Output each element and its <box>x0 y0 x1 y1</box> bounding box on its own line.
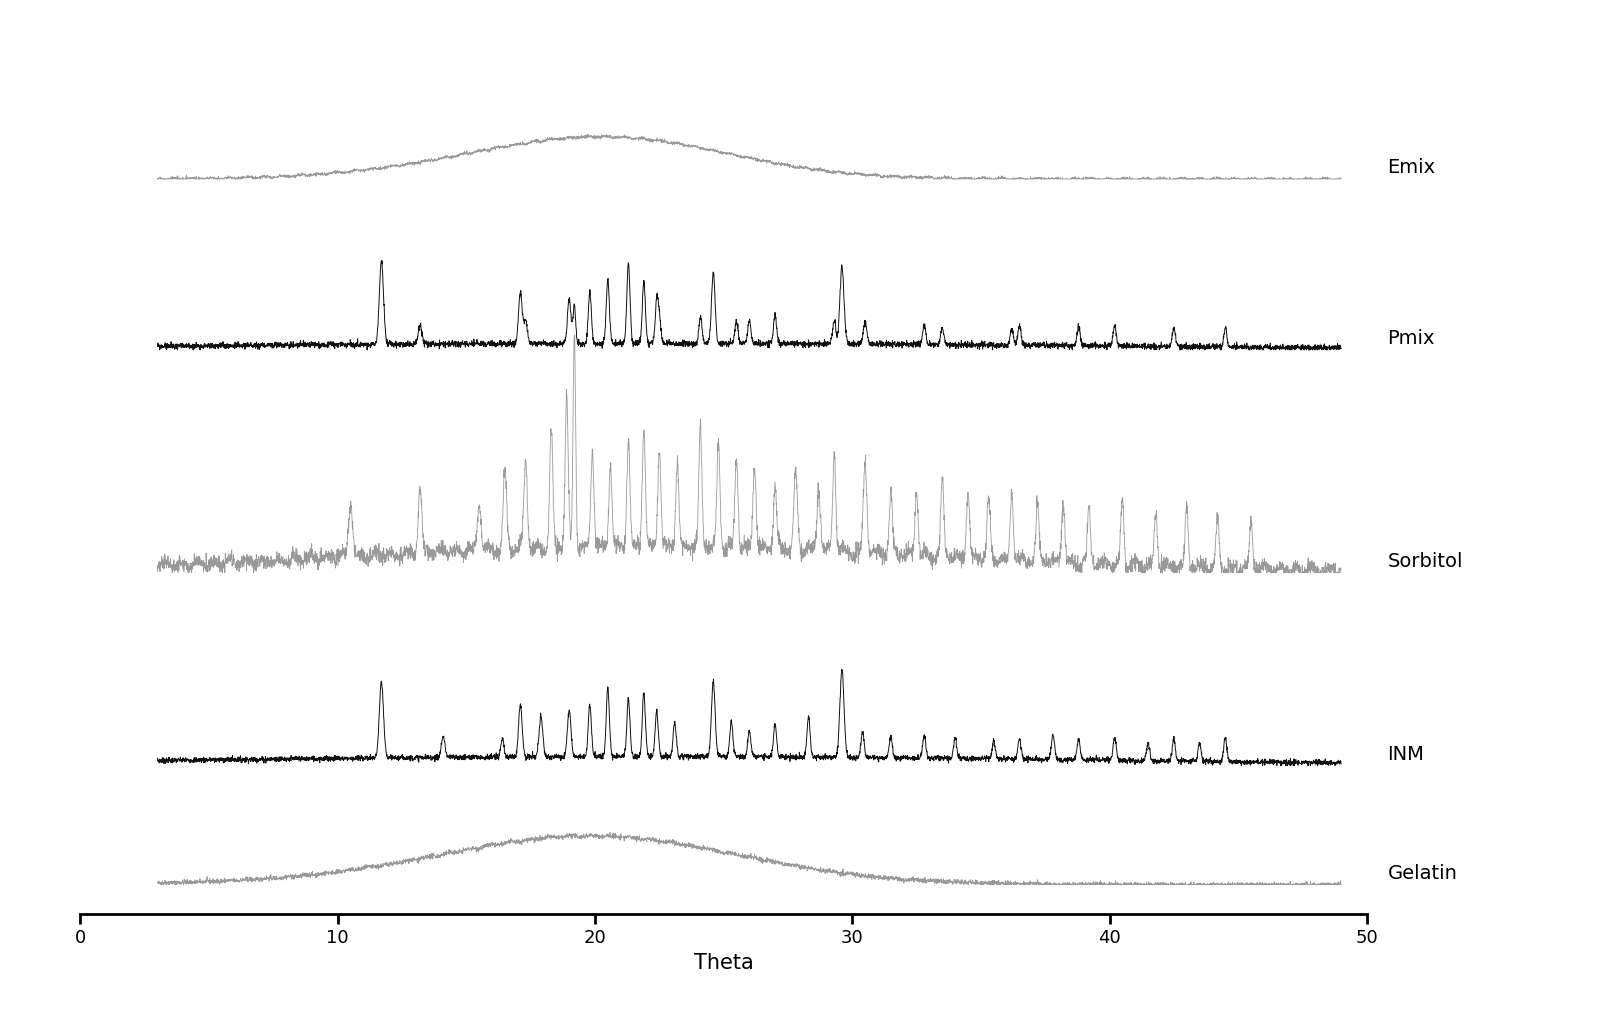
Text: Pmix: Pmix <box>1387 329 1433 348</box>
X-axis label: Theta: Theta <box>693 953 754 972</box>
Text: Gelatin: Gelatin <box>1387 864 1456 883</box>
Text: Sorbitol: Sorbitol <box>1387 552 1462 571</box>
Text: INM: INM <box>1387 745 1424 764</box>
Text: Emix: Emix <box>1387 158 1435 178</box>
